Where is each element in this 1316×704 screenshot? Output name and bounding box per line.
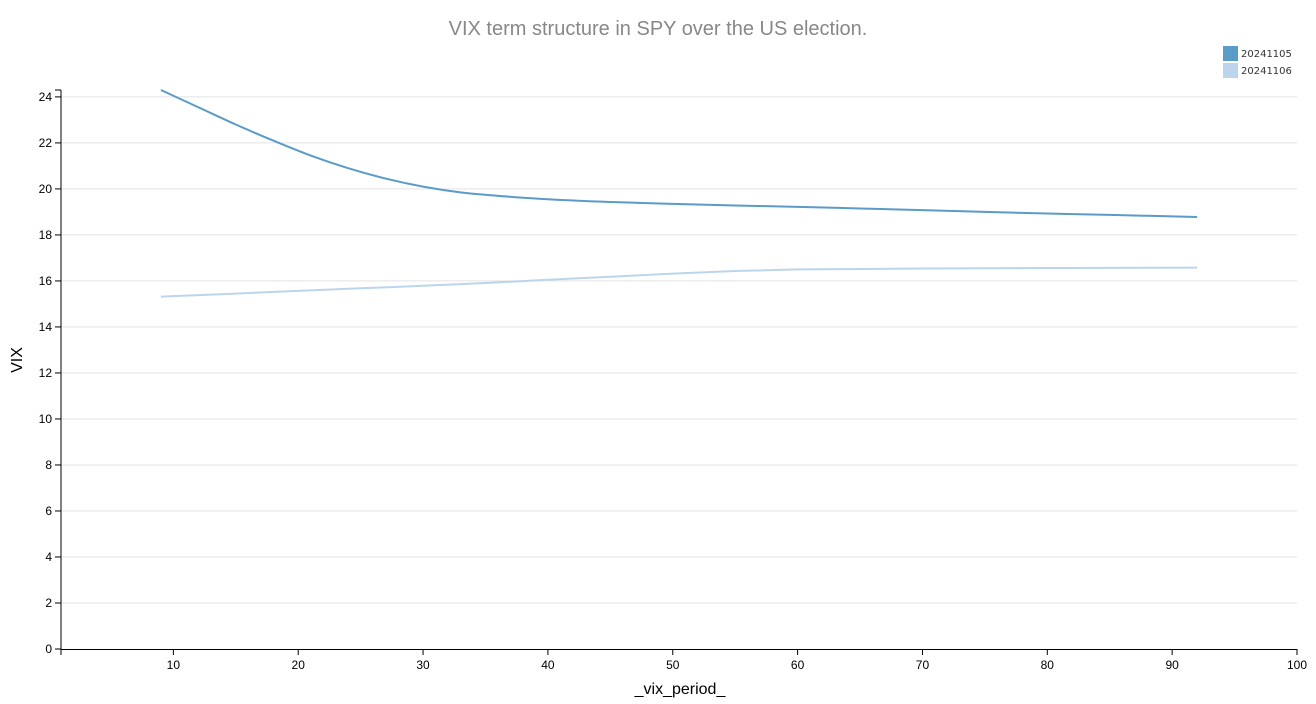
y-axis-title: VIX	[9, 347, 26, 373]
series-lines	[160, 89, 1198, 298]
y-tick-label: 16	[39, 274, 53, 288]
y-tick-label: 6	[45, 504, 52, 518]
y-tick-label: 18	[39, 228, 53, 242]
legend-swatch	[1223, 63, 1238, 78]
y-tick-label: 14	[39, 320, 53, 334]
legend-label: 20241105	[1241, 49, 1292, 60]
x-tick-label: 80	[1041, 658, 1055, 672]
series-line-20241106	[160, 266, 1198, 298]
chart-title: VIX term structure in SPY over the US el…	[449, 18, 868, 40]
legend-label: 20241106	[1241, 66, 1292, 77]
x-tick-label: 30	[416, 658, 430, 672]
y-tick-label: 4	[45, 550, 52, 564]
x-tick-label: 60	[791, 658, 805, 672]
x-tick-label: 90	[1165, 658, 1179, 672]
x-tick-label: 20	[292, 658, 306, 672]
y-tick-label: 12	[39, 366, 53, 380]
y-tick-label: 24	[39, 90, 53, 104]
y-tick-label: 20	[39, 182, 53, 196]
x-tick-label: 10	[167, 658, 181, 672]
legend-swatch	[1223, 46, 1238, 61]
x-tick-label: 40	[541, 658, 555, 672]
y-tick-label: 0	[45, 642, 52, 656]
y-tick-label: 10	[39, 412, 53, 426]
gridlines	[61, 96, 1297, 604]
y-tick-label: 22	[39, 136, 53, 150]
x-axis-title: _vix_period_	[634, 681, 727, 698]
series-line-20241105	[160, 89, 1198, 218]
x-tick-label: 50	[666, 658, 680, 672]
y-tick-label: 2	[45, 596, 52, 610]
legend: 20241105 20241106	[1223, 46, 1292, 78]
x-tick-label: 100	[1287, 658, 1307, 672]
y-tick-label: 8	[45, 458, 52, 472]
x-tick-label: 70	[916, 658, 930, 672]
